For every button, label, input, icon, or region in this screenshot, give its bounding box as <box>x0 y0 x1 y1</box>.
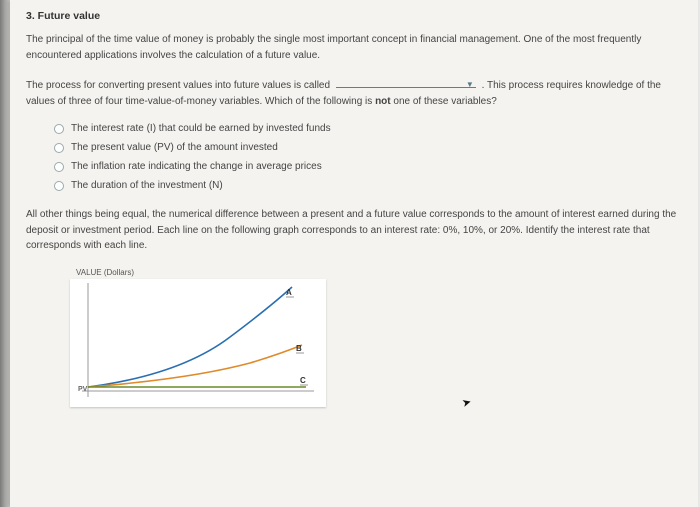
option-row[interactable]: The interest rate (I) that could be earn… <box>54 123 680 134</box>
fv-chart: PV A B C <box>70 279 326 407</box>
radio-icon[interactable] <box>54 143 64 153</box>
svg-text:A: A <box>286 288 292 297</box>
q1-tail: one of these variables? <box>391 96 497 107</box>
q1-bold: not <box>375 96 391 107</box>
svg-text:C: C <box>300 376 306 385</box>
option-row[interactable]: The present value (PV) of the amount inv… <box>54 142 680 153</box>
svg-text:PV: PV <box>78 386 88 393</box>
paragraph-2: All other things being equal, the numeri… <box>26 207 680 254</box>
option-row[interactable]: The duration of the investment (N) <box>54 180 680 191</box>
radio-icon[interactable] <box>54 181 64 191</box>
option-label: The interest rate (I) that could be earn… <box>71 123 331 134</box>
chart-y-label: VALUE (Dollars) <box>76 268 330 277</box>
option-label: The duration of the investment (N) <box>71 180 223 191</box>
intro-paragraph: The principal of the time value of money… <box>26 32 680 63</box>
dropdown-blank[interactable]: ▼ <box>336 77 476 88</box>
chart-svg: PV A B C <box>70 279 326 407</box>
page-content: 3. Future value The principal of the tim… <box>10 0 698 507</box>
q1-text-pre: The process for converting present value… <box>26 80 333 91</box>
chevron-down-icon: ▼ <box>466 79 474 91</box>
option-label: The inflation rate indicating the change… <box>71 161 322 172</box>
radio-icon[interactable] <box>54 124 64 134</box>
options-list: The interest rate (I) that could be earn… <box>54 123 680 191</box>
question-1: The process for converting present value… <box>26 77 680 109</box>
option-label: The present value (PV) of the amount inv… <box>71 142 278 153</box>
radio-icon[interactable] <box>54 162 64 172</box>
svg-text:B: B <box>296 344 302 353</box>
section-heading: 3. Future value <box>26 10 680 22</box>
option-row[interactable]: The inflation rate indicating the change… <box>54 161 680 172</box>
chart-container: VALUE (Dollars) PV A B C <box>70 268 330 407</box>
